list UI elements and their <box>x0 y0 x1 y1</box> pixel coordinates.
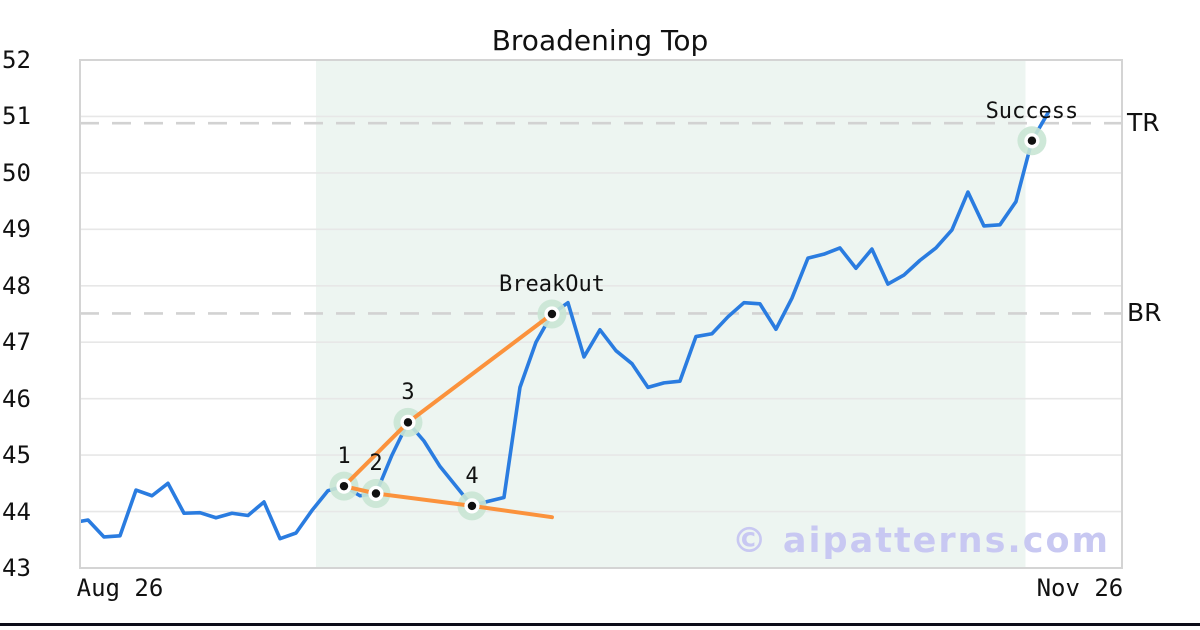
y-axis-tick-label-43: 43 <box>2 554 31 582</box>
y-axis-tick-label-51: 51 <box>2 102 31 131</box>
y-axis-tick-label-44: 44 <box>2 497 31 526</box>
plot-border <box>79 59 1123 569</box>
marker-dot-breakout <box>547 309 557 319</box>
y-axis-tick-label-52: 52 <box>2 46 31 74</box>
marker-dot-3 <box>403 418 413 427</box>
annotation-label-success: Success <box>985 98 1079 124</box>
bottom-border-rule <box>0 623 1200 626</box>
watermark: © aipatterns.com <box>731 521 1110 561</box>
level-label-br: BR <box>1127 298 1162 328</box>
annotation-label-4: 4 <box>465 463 479 489</box>
y-axis-tick-label-49: 49 <box>2 215 31 244</box>
annotation-label-1: 1 <box>337 444 351 470</box>
x-axis-tick-label: Nov 26 <box>1036 574 1124 602</box>
lower-broadening-line <box>341 484 554 520</box>
marker-dot-success <box>1027 136 1037 145</box>
y-axis-tick-label-46: 46 <box>2 384 31 413</box>
x-axis-tick-label: Aug 26 <box>76 574 164 602</box>
marker-dot-4 <box>467 501 477 511</box>
y-axis-tick-label-50: 50 <box>2 158 31 187</box>
annotation-label-3: 3 <box>401 380 415 406</box>
level-label-tr: TR <box>1127 108 1160 138</box>
chart-title: Broadening Top <box>491 24 709 57</box>
annotation-label-2: 2 <box>369 451 383 477</box>
annotation-label-breakout: BreakOut <box>498 272 605 297</box>
marker-dot-1 <box>339 481 349 491</box>
y-axis-tick-label-47: 47 <box>2 328 31 357</box>
marker-dot-2 <box>371 489 381 498</box>
y-axis-tick-label-48: 48 <box>2 271 31 300</box>
y-axis-tick-label-45: 45 <box>2 441 31 470</box>
